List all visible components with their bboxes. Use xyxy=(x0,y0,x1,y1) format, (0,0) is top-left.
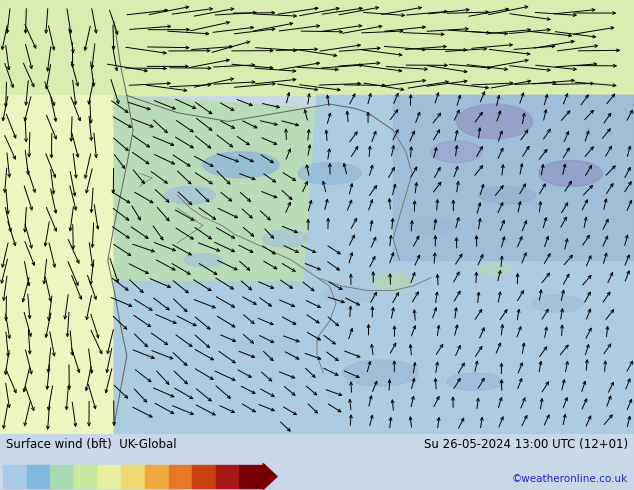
Bar xyxy=(240,465,263,488)
Ellipse shape xyxy=(184,254,222,267)
Ellipse shape xyxy=(456,104,533,139)
Bar xyxy=(169,465,192,488)
Polygon shape xyxy=(393,96,634,260)
Ellipse shape xyxy=(479,262,510,275)
Ellipse shape xyxy=(342,360,418,386)
Ellipse shape xyxy=(165,187,216,204)
Text: Su 26-05-2024 13:00 UTC (12+01): Su 26-05-2024 13:00 UTC (12+01) xyxy=(424,438,628,451)
Polygon shape xyxy=(114,96,634,434)
Ellipse shape xyxy=(431,141,482,163)
Polygon shape xyxy=(114,96,317,282)
Bar xyxy=(216,465,240,488)
Ellipse shape xyxy=(298,163,361,184)
Bar xyxy=(3,465,27,488)
Ellipse shape xyxy=(374,273,412,291)
Polygon shape xyxy=(0,0,634,96)
Bar xyxy=(192,465,216,488)
Bar xyxy=(27,465,51,488)
Ellipse shape xyxy=(447,373,504,390)
Ellipse shape xyxy=(539,160,602,187)
Bar xyxy=(98,465,121,488)
Bar xyxy=(51,465,74,488)
Bar xyxy=(74,465,98,488)
Ellipse shape xyxy=(323,286,374,304)
Text: Surface wind (bft)  UK-Global: Surface wind (bft) UK-Global xyxy=(6,438,177,451)
Ellipse shape xyxy=(533,295,583,312)
Ellipse shape xyxy=(409,217,453,234)
Bar xyxy=(121,465,145,488)
Ellipse shape xyxy=(203,152,279,178)
Ellipse shape xyxy=(479,187,536,204)
FancyArrow shape xyxy=(263,464,277,490)
Text: ©weatheronline.co.uk: ©weatheronline.co.uk xyxy=(512,474,628,484)
Ellipse shape xyxy=(235,336,298,358)
Polygon shape xyxy=(0,96,114,434)
Ellipse shape xyxy=(263,230,307,247)
Bar xyxy=(145,465,169,488)
